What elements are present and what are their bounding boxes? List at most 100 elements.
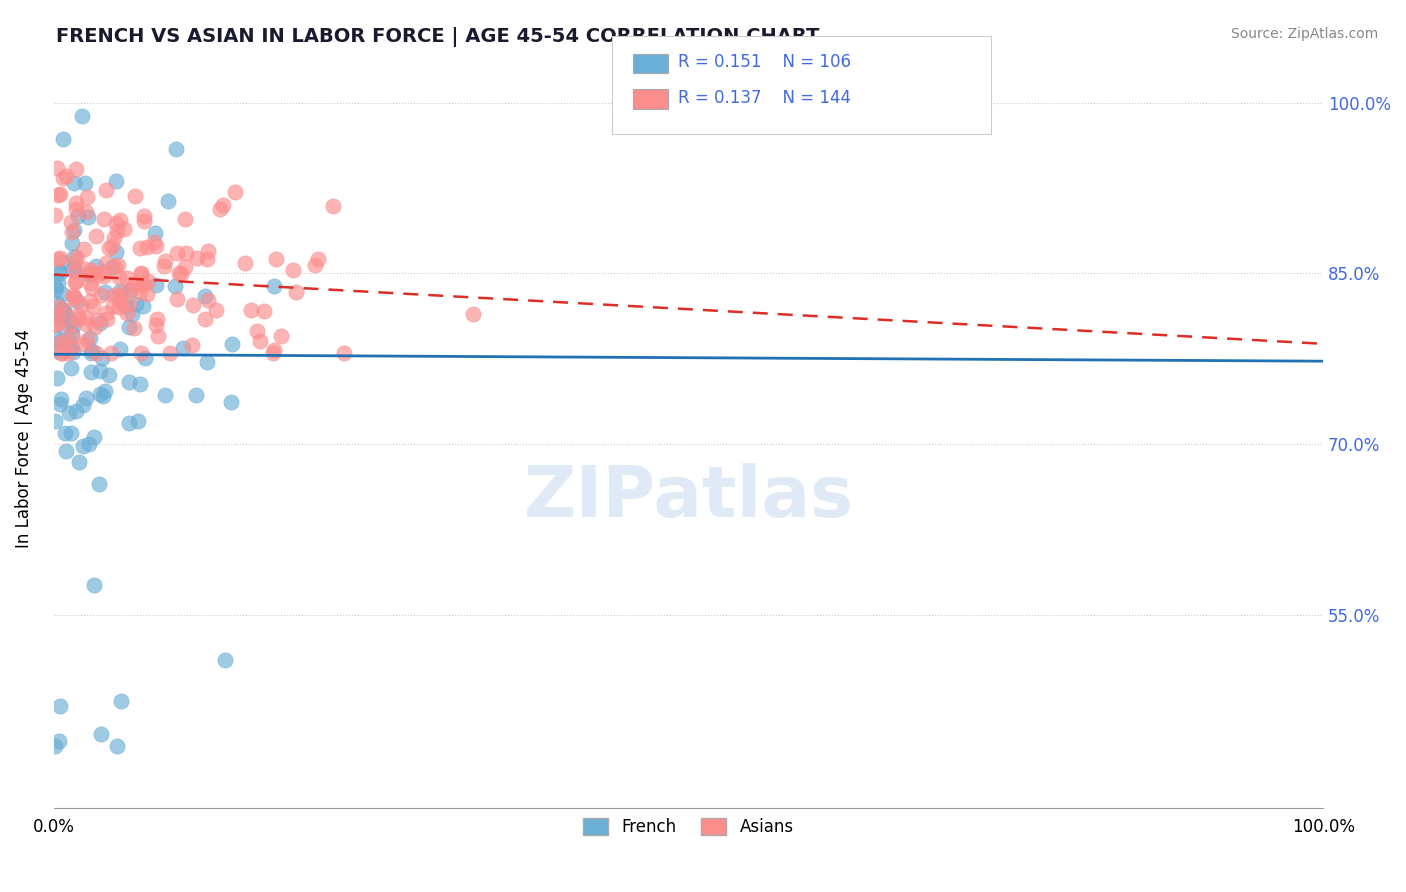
Asians (307, 252, 329, 266)
French (45, 331, 67, 345)
Asians (49, 336, 72, 351)
Asians (94, 306, 117, 320)
Asians (80, 266, 103, 280)
French (79, 268, 101, 283)
Asians (118, 297, 141, 311)
French (94, 285, 117, 300)
Asians (96, 312, 118, 326)
Asians (145, 311, 167, 326)
French (108, 285, 131, 299)
Asians (186, 251, 208, 265)
Asians (63, 264, 86, 278)
Asians (304, 258, 326, 272)
Asians (76, 190, 98, 204)
French (45, 282, 67, 296)
French (46, 309, 69, 323)
French (221, 336, 243, 351)
French (45, 371, 67, 385)
French (105, 174, 128, 188)
French (59, 425, 82, 440)
Asians (60, 225, 83, 239)
Asians (56, 346, 79, 360)
French (98, 368, 121, 383)
Asians (84, 229, 107, 244)
Asians (75, 310, 97, 325)
Asians (84, 346, 107, 360)
Asians (53, 334, 76, 348)
French (53, 310, 76, 324)
French (60, 340, 83, 354)
French (48, 734, 70, 748)
Asians (246, 324, 269, 338)
Asians (60, 340, 83, 354)
Asians (79, 294, 101, 309)
Asians (108, 213, 131, 227)
French (62, 319, 84, 334)
French (118, 284, 141, 298)
French (195, 354, 218, 368)
Asians (104, 260, 127, 274)
Asians (128, 285, 150, 299)
French (59, 312, 82, 326)
Asians (51, 346, 73, 360)
French (132, 299, 155, 313)
French (101, 260, 124, 274)
French (105, 739, 128, 754)
French (128, 377, 150, 392)
French (48, 397, 70, 411)
French (134, 351, 156, 365)
French (125, 297, 148, 311)
French (53, 322, 76, 336)
French (66, 294, 89, 309)
Asians (181, 298, 204, 312)
Asians (93, 212, 115, 227)
French (143, 227, 166, 241)
Asians (197, 244, 219, 259)
Asians (166, 292, 188, 306)
Asians (129, 346, 152, 360)
Asians (333, 346, 356, 360)
Asians (82, 280, 104, 294)
Asians (94, 183, 117, 197)
Asians (49, 187, 72, 202)
Asians (73, 242, 96, 256)
French (77, 437, 100, 451)
French (44, 739, 66, 753)
French (219, 395, 242, 409)
French (58, 334, 80, 348)
Asians (58, 318, 80, 333)
Asians (104, 215, 127, 229)
French (89, 386, 111, 401)
Asians (65, 274, 87, 288)
Asians (46, 300, 69, 314)
French (145, 277, 167, 292)
Asians (53, 303, 76, 318)
Asians (62, 329, 84, 343)
Asians (111, 285, 134, 300)
Asians (321, 199, 343, 213)
Asians (262, 346, 284, 360)
Asians (270, 328, 292, 343)
Asians (49, 251, 72, 265)
Asians (170, 267, 193, 281)
Asians (132, 214, 155, 228)
French (52, 132, 75, 146)
French (60, 360, 83, 375)
Asians (75, 317, 97, 331)
Asians (66, 250, 89, 264)
French (65, 264, 87, 278)
French (60, 235, 83, 250)
Asians (174, 245, 197, 260)
French (72, 439, 94, 453)
Asians (86, 312, 108, 326)
French (110, 342, 132, 356)
Asians (131, 278, 153, 293)
Asians (66, 311, 89, 326)
Asians (120, 282, 142, 296)
Text: Source: ZipAtlas.com: Source: ZipAtlas.com (1230, 27, 1378, 41)
French (89, 477, 111, 491)
French (49, 699, 72, 714)
Asians (67, 308, 90, 322)
Asians (208, 202, 231, 217)
French (163, 278, 186, 293)
